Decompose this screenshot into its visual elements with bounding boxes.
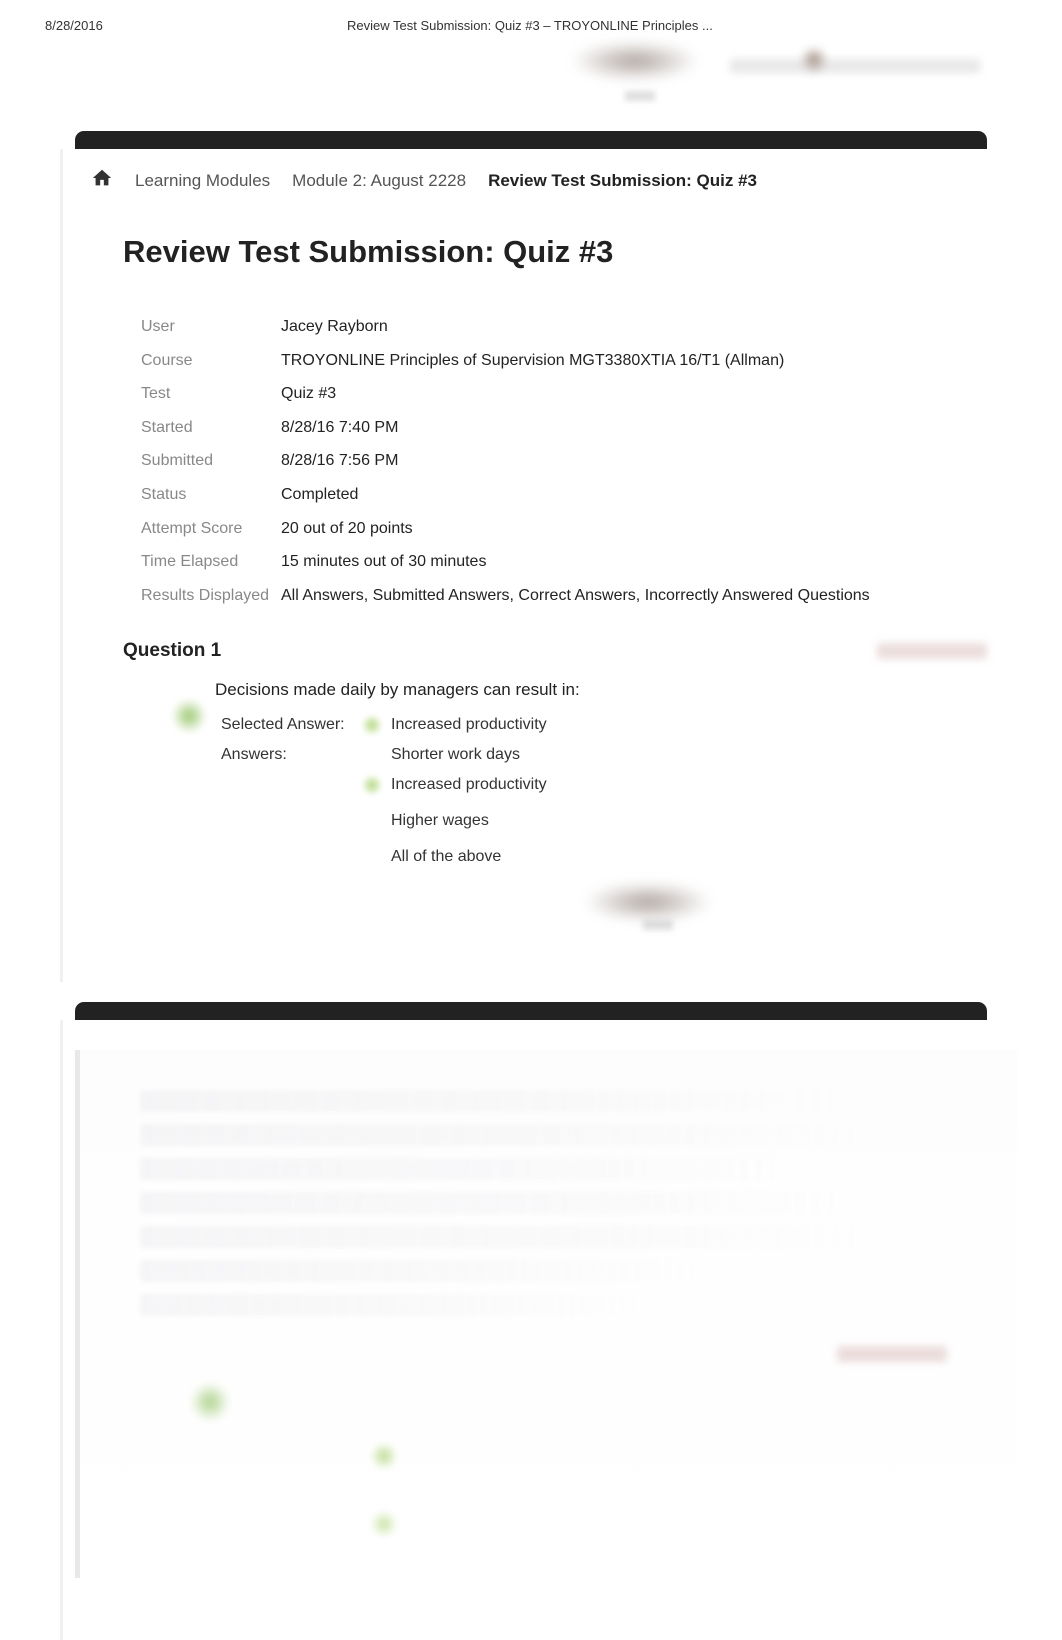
answers-label: Answers:: [221, 746, 361, 764]
info-row-started: Started 8/28/16 7:40 PM: [141, 411, 1017, 445]
question-header: Question 1: [123, 640, 987, 662]
question-1-body: Decisions made daily by managers can res…: [171, 680, 1017, 868]
home-icon[interactable]: [91, 167, 113, 194]
info-row-course: Course TROYONLINE Principles of Supervis…: [141, 344, 1017, 378]
answer-option: All of the above: [391, 848, 501, 866]
info-row-attempt-score: Attempt Score 20 out of 20 points: [141, 512, 1017, 546]
info-label: Status: [141, 482, 281, 508]
info-label: Started: [141, 415, 281, 441]
info-value: All Answers, Submitted Answers, Correct …: [281, 583, 1017, 609]
info-value: TROYONLINE Principles of Supervision MGT…: [281, 348, 1017, 374]
info-row-results-displayed: Results Displayed All Answers, Submitted…: [141, 579, 1017, 613]
correct-indicator-icon: [171, 698, 207, 734]
breadcrumb-learning-modules[interactable]: Learning Modules: [135, 171, 270, 191]
info-value: 20 out of 20 points: [281, 516, 1017, 542]
info-row-test: Test Quiz #3: [141, 377, 1017, 411]
question-2-blurred-card: [75, 1050, 1017, 1578]
selected-answer-row: Selected Answer: Increased productivity: [221, 714, 1017, 736]
info-label: Results Displayed: [141, 583, 281, 609]
info-row-submitted: Submitted 8/28/16 7:56 PM: [141, 444, 1017, 478]
blurred-content-row: [140, 1158, 780, 1180]
blurred-content-row: [140, 1226, 860, 1248]
info-row-status: Status Completed: [141, 478, 1017, 512]
answer-option-row: Increased productivity: [361, 774, 1017, 796]
print-header: 8/28/2016 Review Test Submission: Quiz #…: [0, 0, 1062, 41]
check-icon: [361, 714, 383, 736]
answer-option: Higher wages: [391, 812, 489, 830]
blurred-content-row: [140, 1124, 860, 1146]
blurred-content-row: [140, 1090, 840, 1112]
info-value: 8/28/16 7:40 PM: [281, 415, 1017, 441]
print-doc-title: Review Test Submission: Quiz #3 – TROYON…: [103, 18, 957, 33]
info-label: Attempt Score: [141, 516, 281, 542]
info-label: Course: [141, 348, 281, 374]
breadcrumb: Learning Modules Module 2: August 2228 R…: [63, 149, 1017, 212]
check-icon: [370, 1442, 398, 1470]
blurred-content-row: [140, 1294, 640, 1316]
selected-answer-label: Selected Answer:: [221, 716, 361, 734]
blurred-content-row: [140, 1260, 700, 1282]
header-banner-blur: [50, 41, 1012, 131]
info-value: 8/28/16 7:56 PM: [281, 448, 1017, 474]
check-icon: [361, 774, 383, 796]
info-value: Quiz #3: [281, 381, 1017, 407]
points-badge-blur: [877, 643, 987, 659]
correct-indicator-icon: [190, 1382, 230, 1422]
info-row-user: User Jacey Rayborn: [141, 310, 1017, 344]
question-1-text: Decisions made daily by managers can res…: [215, 680, 1017, 700]
main-card: Review Test Submission: Quiz #3 User Jac…: [75, 212, 1017, 982]
answer-option-row: Higher wages: [361, 810, 1017, 832]
answer-option-row: All of the above: [361, 846, 1017, 868]
info-row-time-elapsed: Time Elapsed 15 minutes out of 30 minute…: [141, 545, 1017, 579]
answer-options-list: Increased productivity Higher wages All …: [361, 774, 1017, 868]
info-value: 15 minutes out of 30 minutes: [281, 549, 1017, 575]
breadcrumb-module-2[interactable]: Module 2: August 2228: [292, 171, 466, 191]
points-badge-blur: [837, 1346, 947, 1362]
info-label: Test: [141, 381, 281, 407]
print-date: 8/28/2016: [45, 18, 103, 33]
nav-dark-bar: [75, 131, 987, 149]
check-icon: [370, 1510, 398, 1538]
answers-label-row: Answers: Shorter work days: [221, 746, 1017, 764]
selected-answer-value: Increased productivity: [391, 716, 547, 734]
submission-info-table: User Jacey Rayborn Course TROYONLINE Pri…: [141, 310, 1017, 612]
answer-option: Shorter work days: [391, 746, 520, 764]
info-label: Submitted: [141, 448, 281, 474]
blurred-content-row: [140, 1192, 840, 1214]
info-label: Time Elapsed: [141, 549, 281, 575]
info-value: Completed: [281, 482, 1017, 508]
page-title: Review Test Submission: Quiz #3: [123, 234, 1017, 270]
info-value: Jacey Rayborn: [281, 314, 1017, 340]
mid-banner-blur: [123, 882, 1017, 952]
breadcrumb-current: Review Test Submission: Quiz #3: [488, 171, 757, 191]
divider-dark-bar: [75, 1002, 987, 1020]
lower-section: [60, 1020, 1017, 1640]
info-label: User: [141, 314, 281, 340]
answer-option: Increased productivity: [391, 776, 547, 794]
question-1-title: Question 1: [123, 640, 221, 662]
